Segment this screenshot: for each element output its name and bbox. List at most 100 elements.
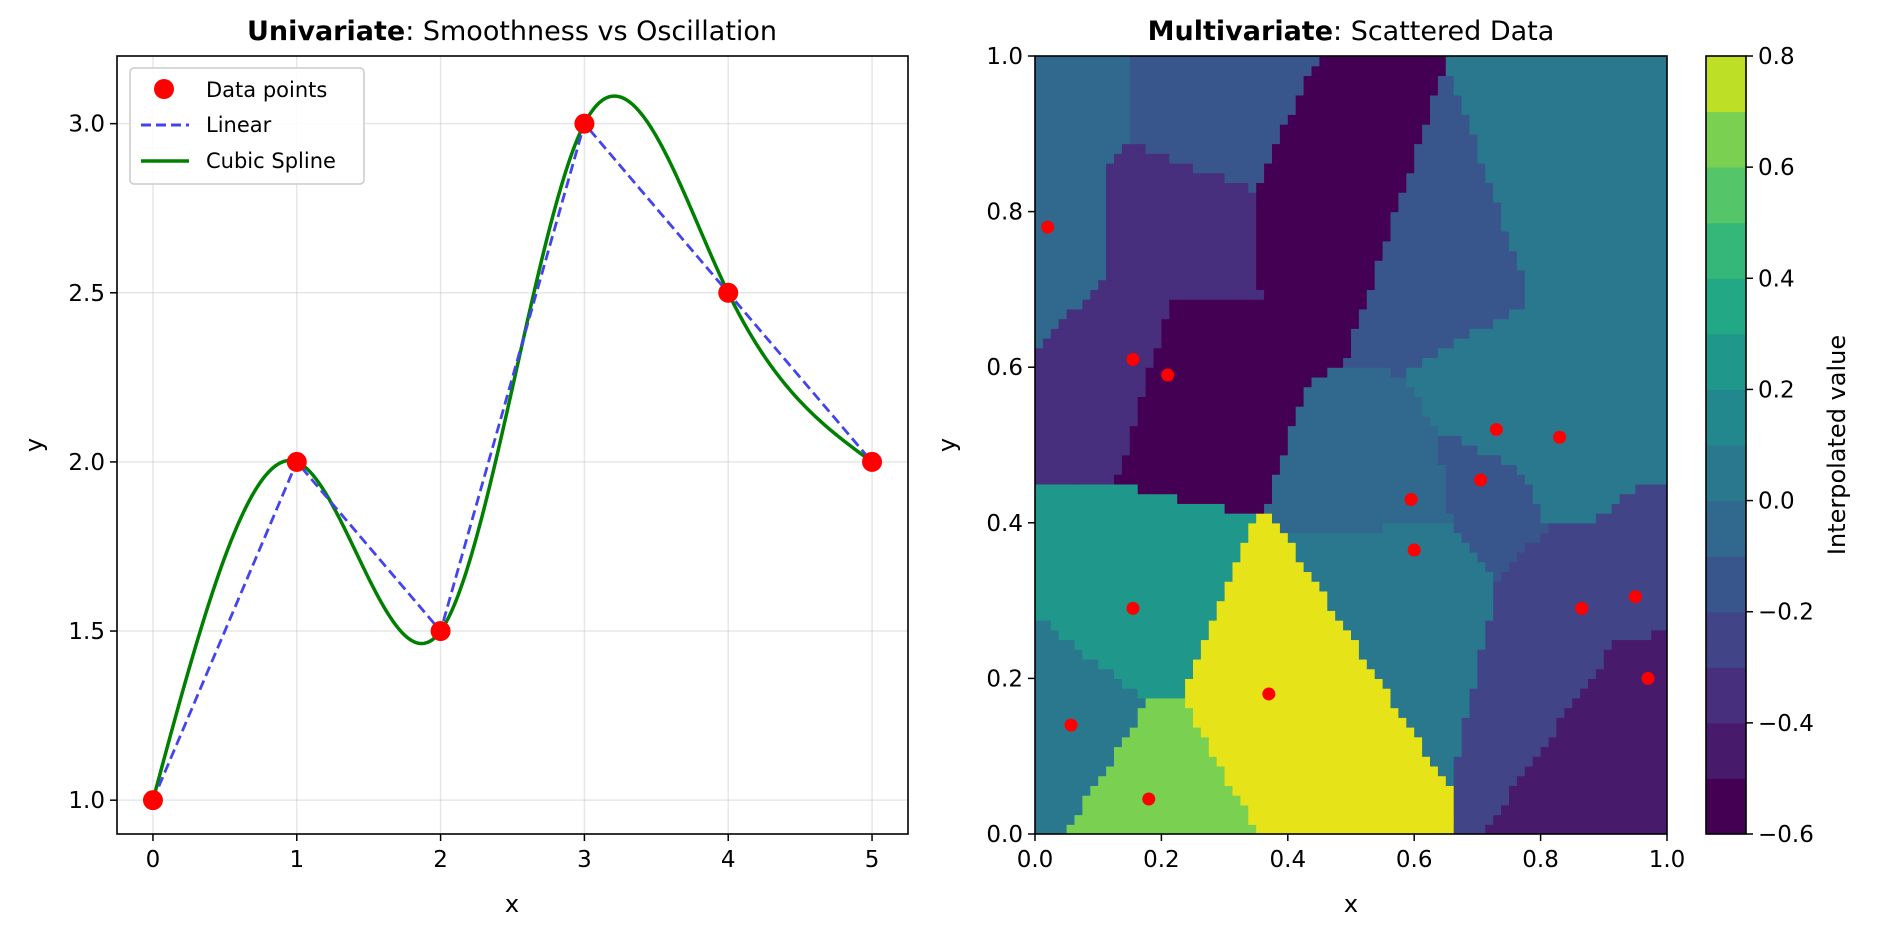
contour-cell (1398, 824, 1407, 834)
contour-cell (1295, 581, 1305, 592)
contour-cell (1185, 474, 1194, 485)
contour-cell (1422, 522, 1431, 534)
contour-cell (1074, 318, 1083, 329)
contour-cell (1042, 299, 1052, 310)
contour-cell (1082, 308, 1091, 320)
contour-cell (1137, 571, 1147, 582)
contour-cell (1264, 804, 1273, 816)
contour-cell (1358, 493, 1368, 504)
contour-cell (1256, 85, 1265, 96)
contour-cell (1169, 581, 1178, 592)
contour-cell (1445, 620, 1455, 631)
contour-cell (1485, 211, 1494, 222)
contour-cell (1358, 804, 1368, 816)
contour-cell (1295, 415, 1305, 427)
contour-cell (1295, 532, 1305, 543)
contour-cell (1193, 697, 1202, 709)
contour-cell (1145, 707, 1155, 718)
contour-cell (1406, 299, 1415, 310)
contour-cell (1351, 561, 1360, 573)
contour-cell (1090, 814, 1099, 825)
contour-cell (1240, 688, 1249, 699)
contour-cell (1240, 678, 1249, 689)
contour-cell (1114, 678, 1123, 689)
contour-cell (1366, 124, 1376, 135)
contour-cell (1516, 503, 1526, 514)
contour-cell (1319, 201, 1328, 213)
contour-cell (1145, 503, 1155, 514)
contour-cell (1256, 551, 1265, 563)
contour-cell (1382, 551, 1392, 563)
contour-cell (1382, 756, 1392, 767)
multivariate-chart: Multivariate: Scattered Data 0.0 0.2 0.4 0.… (933, 16, 1685, 918)
contour-cell (1453, 493, 1463, 504)
contour-cell (1437, 804, 1447, 816)
contour-cell (1398, 318, 1407, 329)
contour-cell (1390, 143, 1399, 154)
contour-cell (1248, 211, 1257, 222)
contour-cell (1445, 765, 1455, 777)
contour-cell (1287, 474, 1297, 485)
contour-cell (1177, 250, 1186, 261)
contour-cell (1366, 600, 1376, 611)
contour-cell (1145, 94, 1155, 106)
contour-cell (1090, 551, 1099, 563)
contour-cell (1216, 376, 1226, 388)
contour-cell (1319, 697, 1328, 709)
contour-cell (1248, 795, 1257, 806)
contour-cell (1169, 396, 1178, 407)
contour-cell (1272, 75, 1281, 86)
contour-cell (1208, 396, 1218, 407)
contour-cell (1311, 824, 1320, 834)
contour-cell (1327, 474, 1336, 485)
contour-cell (1422, 581, 1431, 592)
contour-cell (1216, 756, 1226, 767)
contour-cell (1485, 814, 1494, 825)
contour-cell (1129, 104, 1139, 115)
contour-cell (1501, 551, 1510, 563)
contour-cell (1319, 756, 1328, 767)
contour-cell (1066, 464, 1076, 475)
contour-cell (1240, 600, 1249, 611)
contour-cell (1224, 542, 1234, 553)
contour-cell (1319, 804, 1328, 816)
contour-cell (1177, 328, 1186, 339)
contour-cell (1287, 415, 1297, 427)
contour-cell (1430, 231, 1439, 242)
contour-cell (1208, 620, 1218, 631)
contour-cell (1137, 299, 1147, 310)
contour-cell (1114, 279, 1123, 290)
contour-cell (1264, 299, 1273, 310)
contour-cell (1208, 785, 1218, 796)
contour-cell (1287, 386, 1297, 397)
contour-cell (1287, 483, 1297, 495)
contour-cell (1279, 318, 1289, 329)
contour-cell (1445, 299, 1455, 310)
contour-cell (1358, 279, 1368, 290)
contour-cell (1082, 162, 1091, 174)
contour-cell (1066, 347, 1076, 359)
contour-cell (1050, 396, 1060, 407)
contour-cell (1406, 396, 1415, 407)
contour-cell (1256, 338, 1265, 349)
contour-cell (1177, 211, 1186, 222)
contour-cell (1256, 639, 1265, 650)
contour-cell (1343, 649, 1352, 660)
contour-cell (1327, 522, 1336, 534)
contour-cell (1082, 551, 1091, 563)
contour-cell (1177, 153, 1186, 164)
contour-cell (1430, 668, 1439, 679)
contour-cell (1445, 639, 1455, 650)
contour-cell (1358, 250, 1368, 261)
contour-cell (1493, 513, 1502, 524)
contour-cell (1200, 551, 1210, 563)
contour-cell (1090, 104, 1099, 115)
contour-cell (1106, 571, 1115, 582)
contour-cell (1129, 522, 1139, 534)
contour-cell (1414, 201, 1423, 213)
contour-cell (1098, 415, 1107, 427)
contour-cell (1272, 367, 1281, 378)
contour-cell (1406, 804, 1415, 816)
contour-cell (1114, 182, 1123, 193)
contour-cell (1161, 445, 1170, 456)
